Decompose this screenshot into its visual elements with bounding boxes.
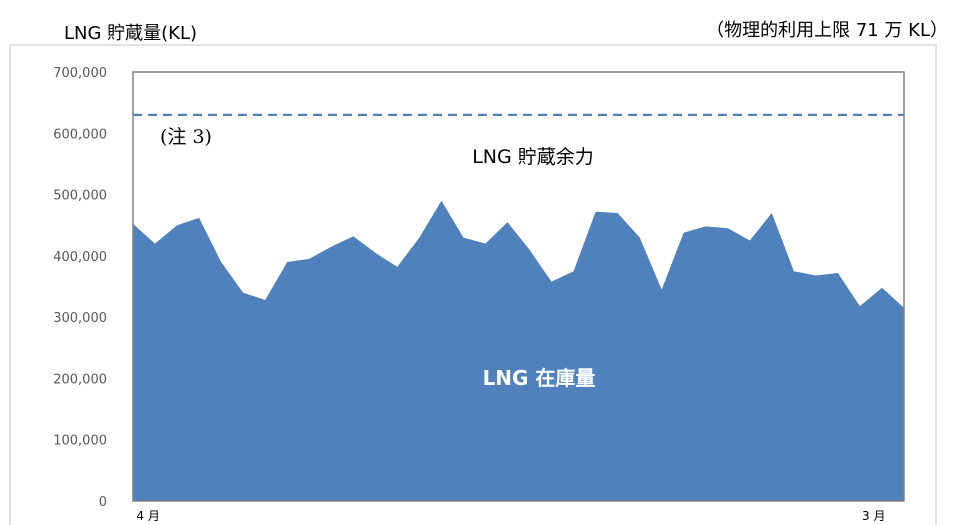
x-tick-label: 3 月 bbox=[862, 509, 885, 523]
inventory-label: LNG 在庫量 bbox=[483, 366, 596, 390]
y-tick-label: 100,000 bbox=[53, 434, 107, 449]
chart-outer-frame bbox=[9, 44, 937, 525]
y-tick-label: 0 bbox=[99, 495, 107, 510]
y-axis-unit-title: LNG 貯蔵量(KL) bbox=[64, 23, 198, 44]
y-tick-label: 400,000 bbox=[53, 250, 107, 265]
y-tick-label: 700,000 bbox=[53, 66, 107, 81]
note-3-label: (注 3) bbox=[160, 126, 212, 148]
y-tick-label: 500,000 bbox=[53, 189, 107, 204]
plot-area-frame bbox=[132, 71, 905, 502]
y-tick-label: 300,000 bbox=[53, 311, 107, 326]
y-axis-labels: 0 100,000 200,000 300,000 400,000 500,000 600,… bbox=[53, 66, 107, 510]
storage-margin-label: LNG 貯蔵余力 bbox=[472, 146, 594, 168]
inventory-area-series bbox=[133, 200, 904, 501]
capacity-limit-note: （物理的利用上限 71 万 KL） bbox=[706, 20, 948, 41]
y-tick-label: 600,000 bbox=[53, 127, 107, 142]
x-tick-label: 4 月 bbox=[136, 509, 159, 523]
y-tick-label: 200,000 bbox=[53, 372, 107, 387]
x-axis-labels: 4 月 3 月 bbox=[136, 509, 885, 523]
